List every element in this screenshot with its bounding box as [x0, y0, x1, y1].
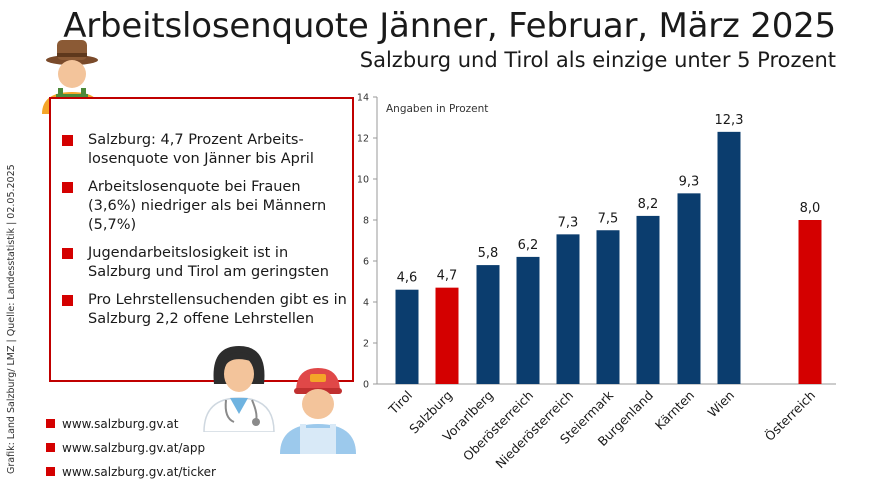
worker-icon: [280, 368, 356, 454]
value-label: 7,5: [598, 211, 619, 226]
link-item[interactable]: www.salzburg.gv.at: [46, 417, 216, 441]
category-label: Tirol: [385, 388, 415, 418]
list-item: Salzburg: 4,7 Prozent Arbeits-losenquote…: [62, 131, 352, 169]
link-text[interactable]: www.salzburg.gv.at: [62, 417, 179, 431]
value-label: 9,3: [679, 174, 700, 189]
bullet-marker: [62, 182, 73, 193]
y-tick-label: 4: [363, 298, 369, 309]
category-label: Kärnten: [652, 388, 697, 433]
y-tick-label: 2: [363, 339, 369, 350]
y-tick-label: 14: [357, 93, 369, 104]
bar: [596, 230, 620, 384]
value-label: 12,3: [715, 113, 744, 128]
bullet-marker: [62, 135, 73, 146]
value-label: 8,2: [638, 197, 659, 212]
bullet-marker: [62, 295, 73, 306]
bullet-marker: [46, 419, 55, 428]
bar: [476, 265, 500, 384]
value-label: 5,8: [478, 246, 499, 261]
bar: [717, 131, 741, 384]
bar: [435, 287, 459, 384]
y-tick-label: 0: [363, 380, 369, 391]
value-label: 7,3: [558, 215, 579, 230]
bar: [516, 256, 540, 384]
bullet-marker: [46, 443, 55, 452]
bar: [677, 193, 701, 384]
category-label: Österreich: [761, 387, 818, 444]
value-label: 6,2: [518, 238, 539, 253]
bar: [395, 289, 419, 384]
list-item: Pro Lehrstellensuchenden gibt es in Salz…: [62, 291, 352, 329]
y-tick-label: 10: [357, 175, 369, 186]
axis-annotation: Angaben in Prozent: [386, 103, 488, 115]
info-box: [49, 97, 354, 382]
link-text[interactable]: www.salzburg.gv.at/ticker: [62, 465, 216, 479]
value-label: 4,7: [437, 269, 458, 284]
chart-title: Arbeitslosenquote Jänner, Februar, März …: [63, 6, 836, 46]
bullet-marker: [46, 467, 55, 476]
bullet-marker: [62, 248, 73, 259]
link-item[interactable]: www.salzburg.gv.at/app: [46, 441, 216, 465]
link-text[interactable]: www.salzburg.gv.at/app: [62, 441, 206, 455]
key-facts-list: Salzburg: 4,7 Prozent Arbeits-losenquote…: [62, 131, 352, 338]
bar: [798, 220, 822, 384]
list-item-text: Arbeitslosenquote bei Frauen (3,6%) nied…: [88, 179, 327, 233]
list-item: Jugendarbeitslosigkeit ist in Salzburg u…: [62, 244, 352, 282]
y-tick-label: 12: [357, 134, 369, 145]
category-label: Oberösterreich: [460, 388, 536, 464]
bar: [636, 215, 660, 384]
doctor-icon: [203, 346, 275, 432]
chart-subtitle: Salzburg und Tirol als einzige unter 5 P…: [359, 48, 836, 72]
value-label: 4,6: [397, 271, 418, 286]
y-tick-label: 8: [363, 216, 369, 227]
list-item: Arbeitslosenquote bei Frauen (3,6%) nied…: [62, 178, 352, 235]
value-label: 8,0: [800, 201, 821, 216]
list-item-text: Salzburg: 4,7 Prozent Arbeits-losenquote…: [88, 132, 314, 167]
category-label: Wien: [704, 388, 737, 421]
list-item-text: Pro Lehrstellensuchenden gibt es in Salz…: [88, 292, 347, 327]
bar: [556, 234, 580, 384]
links-list: www.salzburg.gv.at www.salzburg.gv.at/ap…: [46, 417, 216, 489]
y-tick-label: 6: [363, 257, 369, 268]
list-item-text: Jugendarbeitslosigkeit ist in Salzburg u…: [88, 245, 329, 280]
link-item[interactable]: www.salzburg.gv.at/ticker: [46, 465, 216, 489]
